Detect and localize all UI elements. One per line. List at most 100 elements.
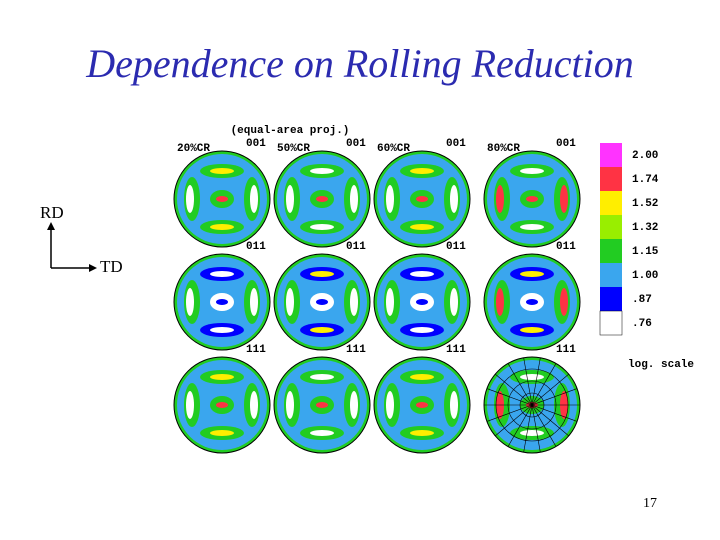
contour <box>560 288 568 316</box>
pole-figure <box>173 253 271 351</box>
contour <box>410 224 434 230</box>
contour <box>250 185 258 213</box>
contour <box>316 299 328 305</box>
rd-arrowhead <box>47 222 55 230</box>
scale-label: .87 <box>632 294 652 306</box>
scale-label: 1.52 <box>632 198 658 210</box>
contour <box>386 185 394 213</box>
contour <box>520 271 544 277</box>
scale-label: 1.00 <box>632 270 658 282</box>
contour <box>526 196 538 202</box>
title: Dependence on Rolling Reduction <box>85 41 634 86</box>
contour <box>410 271 434 277</box>
pole-figure <box>273 253 371 351</box>
contour <box>450 288 458 316</box>
pole-figure <box>373 253 471 351</box>
pole-figure <box>273 150 371 248</box>
td-label: TD <box>100 257 123 276</box>
pole-label: 011 <box>246 241 266 253</box>
pole-figure <box>483 253 581 351</box>
contour <box>286 288 294 316</box>
contour <box>496 185 504 213</box>
pole-label: 001 <box>556 138 576 150</box>
pole-label: 111 <box>346 344 366 356</box>
scale-swatch <box>600 287 622 311</box>
contour <box>410 430 434 436</box>
pole-figure <box>483 356 581 454</box>
contour <box>410 168 434 174</box>
contour <box>216 196 228 202</box>
contour <box>210 374 234 380</box>
contour <box>310 374 334 380</box>
contour <box>416 196 428 202</box>
pole-label: 011 <box>346 241 366 253</box>
contour <box>286 185 294 213</box>
pole-label: 001 <box>446 138 466 150</box>
contour <box>186 391 194 419</box>
contour <box>520 168 544 174</box>
contour <box>560 185 568 213</box>
projection-label: (equal-area proj.) <box>231 125 350 137</box>
pole-label: 111 <box>446 344 466 356</box>
pole-label: 111 <box>246 344 266 356</box>
pole-label: 001 <box>246 138 266 150</box>
contour <box>496 288 504 316</box>
contour <box>416 299 428 305</box>
pole-figure <box>373 150 471 248</box>
contour <box>450 185 458 213</box>
scale-label: 2.00 <box>632 150 658 162</box>
page-number: 17 <box>643 496 657 511</box>
contour <box>520 374 544 380</box>
scale-label: 1.32 <box>632 222 658 234</box>
grid-spoke <box>486 388 578 422</box>
pole-figure <box>173 356 271 454</box>
contour <box>286 391 294 419</box>
contour <box>310 327 334 333</box>
pole-figure <box>273 356 371 454</box>
contour <box>526 299 538 305</box>
scale-swatch <box>600 143 622 167</box>
contour <box>210 168 234 174</box>
contour <box>450 391 458 419</box>
contour <box>186 288 194 316</box>
contour <box>350 185 358 213</box>
scale-swatch <box>600 263 622 287</box>
scale-label: .76 <box>632 318 652 330</box>
contour <box>316 196 328 202</box>
pole-label: 011 <box>556 241 576 253</box>
contour <box>186 185 194 213</box>
contour <box>386 391 394 419</box>
contour <box>520 224 544 230</box>
contour <box>216 402 228 408</box>
contour <box>210 430 234 436</box>
contour <box>210 271 234 277</box>
scale-note: log. scale <box>628 359 694 371</box>
scale-swatch <box>600 167 622 191</box>
contour <box>350 391 358 419</box>
column-label: 50%CR <box>277 143 310 155</box>
contour <box>210 224 234 230</box>
scale-swatch <box>600 239 622 263</box>
scale-swatch <box>600 215 622 239</box>
contour <box>520 327 544 333</box>
contour <box>210 327 234 333</box>
pole-figure <box>373 356 471 454</box>
rd-label: RD <box>40 203 64 222</box>
contour <box>250 391 258 419</box>
pole-figure <box>483 150 581 248</box>
scale-label: 1.15 <box>632 246 659 258</box>
contour <box>350 288 358 316</box>
column-label: 80%CR <box>487 143 520 155</box>
contour <box>386 288 394 316</box>
pole-label: 001 <box>346 138 366 150</box>
pole-label: 111 <box>556 344 576 356</box>
contour <box>310 430 334 436</box>
column-label: 60%CR <box>377 143 410 155</box>
contour <box>310 271 334 277</box>
scale-label: 1.74 <box>632 174 659 186</box>
contour <box>520 430 544 436</box>
td-arrowhead <box>89 264 97 272</box>
scale-swatch <box>599 310 623 336</box>
contour <box>310 168 334 174</box>
